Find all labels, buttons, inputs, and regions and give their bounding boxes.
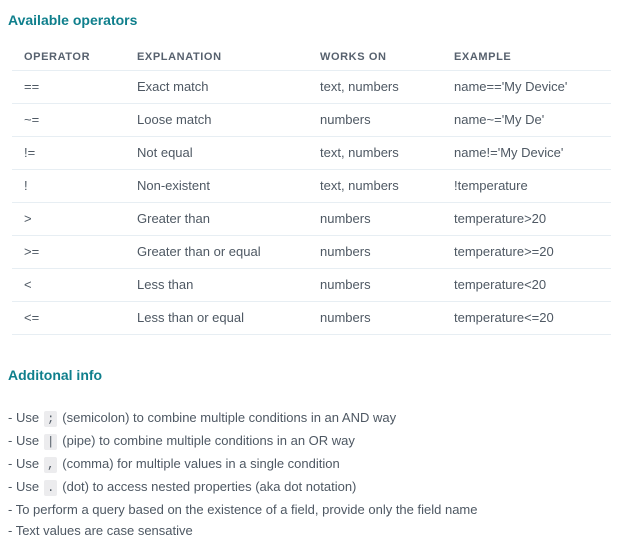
table-header-row: OPERATOR EXPLANATION WORKS ON EXAMPLE <box>12 44 611 71</box>
note-suffix: (comma) for multiple values in a single … <box>62 455 340 471</box>
header-explanation: EXPLANATION <box>137 44 320 71</box>
note-suffix: (pipe) to combine multiple conditions in… <box>62 432 355 448</box>
explanation-cell: Greater than or equal <box>137 235 320 269</box>
operator-cell: == <box>12 70 137 104</box>
operator-cell: ! <box>12 169 137 203</box>
inline-code: . <box>44 479 58 496</box>
example-cell: name=='My Device' <box>454 70 611 104</box>
operator-cell: ~= <box>12 103 137 137</box>
note-line: - Use | (pipe) to combine multiple conditi… <box>8 430 611 453</box>
operator-cell: >= <box>12 235 137 269</box>
operators-table: OPERATOR EXPLANATION WORKS ON EXAMPLE ==… <box>12 44 611 335</box>
works-on-cell: text, numbers <box>320 169 454 203</box>
explanation-cell: Exact match <box>137 70 320 104</box>
inline-code: ; <box>44 410 58 427</box>
inline-code: , <box>44 456 58 473</box>
table-body: == Exact match text, numbers name=='My D… <box>12 70 611 335</box>
works-on-cell: numbers <box>320 301 454 335</box>
additional-info-title: Additonal info <box>8 366 103 383</box>
note-prefix: - Use <box>8 455 40 471</box>
note-line: - Use; (semicolon) to combine multiple co… <box>8 407 611 430</box>
example-cell: name~='My De' <box>454 103 611 137</box>
note-prefix: - Use <box>8 478 40 494</box>
example-cell: name!='My Device' <box>454 136 611 170</box>
example-cell: !temperature <box>454 169 611 203</box>
note-suffix: (semicolon) to combine multiple conditio… <box>62 409 397 425</box>
explanation-cell: Loose match <box>137 103 320 137</box>
table-row: ! Non-existent text, numbers !temperatur… <box>12 169 611 203</box>
works-on-cell: numbers <box>320 235 454 269</box>
table-row: == Exact match text, numbers name=='My D… <box>12 70 611 104</box>
header-example: EXAMPLE <box>454 44 611 71</box>
table-row: <= Less than or equal numbers temperatur… <box>12 301 611 335</box>
table-row: > Greater than numbers temperature>20 <box>12 202 611 236</box>
operator-cell: > <box>12 202 137 236</box>
example-cell: temperature<20 <box>454 268 611 302</box>
example-cell: temperature>20 <box>454 202 611 236</box>
works-on-cell: text, numbers <box>320 136 454 170</box>
note-line: - Text values are case sensative <box>8 520 611 541</box>
explanation-cell: Greater than <box>137 202 320 236</box>
operator-cell: != <box>12 136 137 170</box>
operator-cell: <= <box>12 301 137 335</box>
note-prefix: - Use <box>8 409 40 425</box>
table-row: < Less than numbers temperature<20 <box>12 268 611 302</box>
works-on-cell: numbers <box>320 202 454 236</box>
works-on-cell: numbers <box>320 268 454 302</box>
header-operator: OPERATOR <box>12 44 137 71</box>
additional-info-notes: - Use; (semicolon) to combine multiple co… <box>8 407 611 541</box>
note-suffix: (dot) to access nested properties (aka d… <box>62 478 357 494</box>
table-row: ~= Loose match numbers name~='My De' <box>12 103 611 137</box>
header-works-on: WORKS ON <box>320 44 454 71</box>
note-prefix: - Use <box>8 432 40 448</box>
table-row: >= Greater than or equal numbers tempera… <box>12 235 611 269</box>
explanation-cell: Less than or equal <box>137 301 320 335</box>
explanation-cell: Not equal <box>137 136 320 170</box>
works-on-cell: numbers <box>320 103 454 137</box>
explanation-cell: Less than <box>137 268 320 302</box>
inline-code: | <box>44 433 58 450</box>
explanation-cell: Non-existent <box>137 169 320 203</box>
note-prefix: - Text values are case sensative <box>8 522 193 538</box>
works-on-cell: text, numbers <box>320 70 454 104</box>
note-prefix: - To perform a query based on the existe… <box>8 501 478 517</box>
available-operators-title: Available operators <box>8 12 138 28</box>
table-row: != Not equal text, numbers name!='My Dev… <box>12 136 611 170</box>
example-cell: temperature<=20 <box>454 301 611 335</box>
operator-cell: < <box>12 268 137 302</box>
example-cell: temperature>=20 <box>454 235 611 269</box>
note-line: - Use. (dot) to access nested properties … <box>8 476 611 499</box>
note-line: - Use, (comma) for multiple values in a s… <box>8 453 611 476</box>
note-line: - To perform a query based on the existe… <box>8 499 611 520</box>
